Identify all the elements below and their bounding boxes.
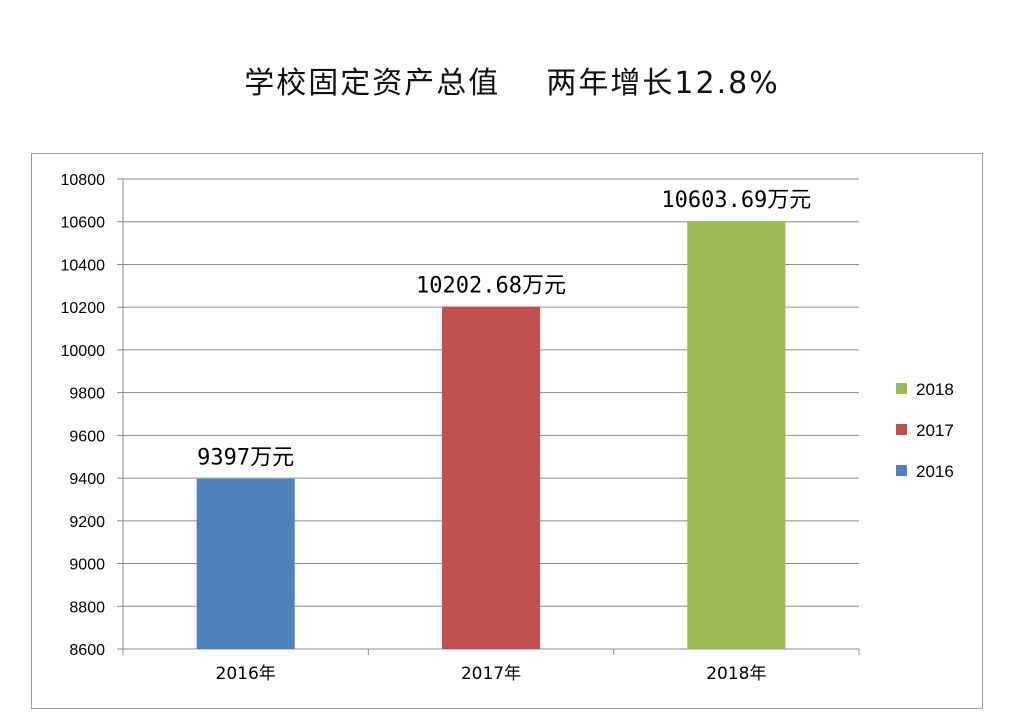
legend-label: 2017 — [916, 421, 954, 440]
y-tick-label: 9000 — [69, 557, 105, 574]
y-tick-label: 10600 — [61, 215, 106, 232]
bars — [196, 220, 786, 649]
y-tick-label: 9400 — [69, 471, 105, 488]
legend-label: 2018 — [916, 380, 954, 399]
legend-swatch — [896, 465, 907, 476]
y-tick-label: 8600 — [69, 642, 105, 659]
y-tick-label: 9200 — [69, 514, 105, 531]
data-labels: 9397万元 10202.68万元 10603.69万元 — [197, 188, 811, 471]
bar-2018年 — [687, 220, 786, 649]
data-label: 10603.69万元 — [661, 188, 811, 213]
legend-label: 2016 — [916, 462, 954, 481]
x-axis: 2016年 2017年 2018年 — [122, 648, 860, 684]
chart-title: 学校固定资产总值 两年增长12.8% — [244, 66, 780, 101]
y-tick-label: 10800 — [61, 172, 106, 189]
x-tick-label: 2017年 — [461, 664, 521, 684]
legend-swatch — [896, 424, 907, 435]
y-tick-label: 10000 — [61, 343, 106, 360]
x-tick-label: 2018年 — [706, 664, 766, 684]
data-label: 9397万元 — [197, 446, 294, 471]
y-axis: 8600 8800 9000 9200 9400 9600 9800 10000 10200 10… — [61, 172, 124, 659]
bar-2017年 — [441, 306, 541, 649]
y-tick-label: 9600 — [69, 428, 105, 445]
x-tick-label: 2016年 — [216, 664, 276, 684]
legend: 2018 2017 2016 — [896, 380, 954, 481]
y-tick-label: 10200 — [61, 300, 106, 317]
y-tick-label: 8800 — [69, 599, 105, 616]
data-label: 10202.68万元 — [416, 274, 566, 299]
legend-swatch — [896, 383, 907, 394]
bar-2016年 — [196, 478, 295, 649]
y-tick-label: 10400 — [61, 257, 106, 274]
y-tick-label: 9800 — [69, 386, 105, 403]
